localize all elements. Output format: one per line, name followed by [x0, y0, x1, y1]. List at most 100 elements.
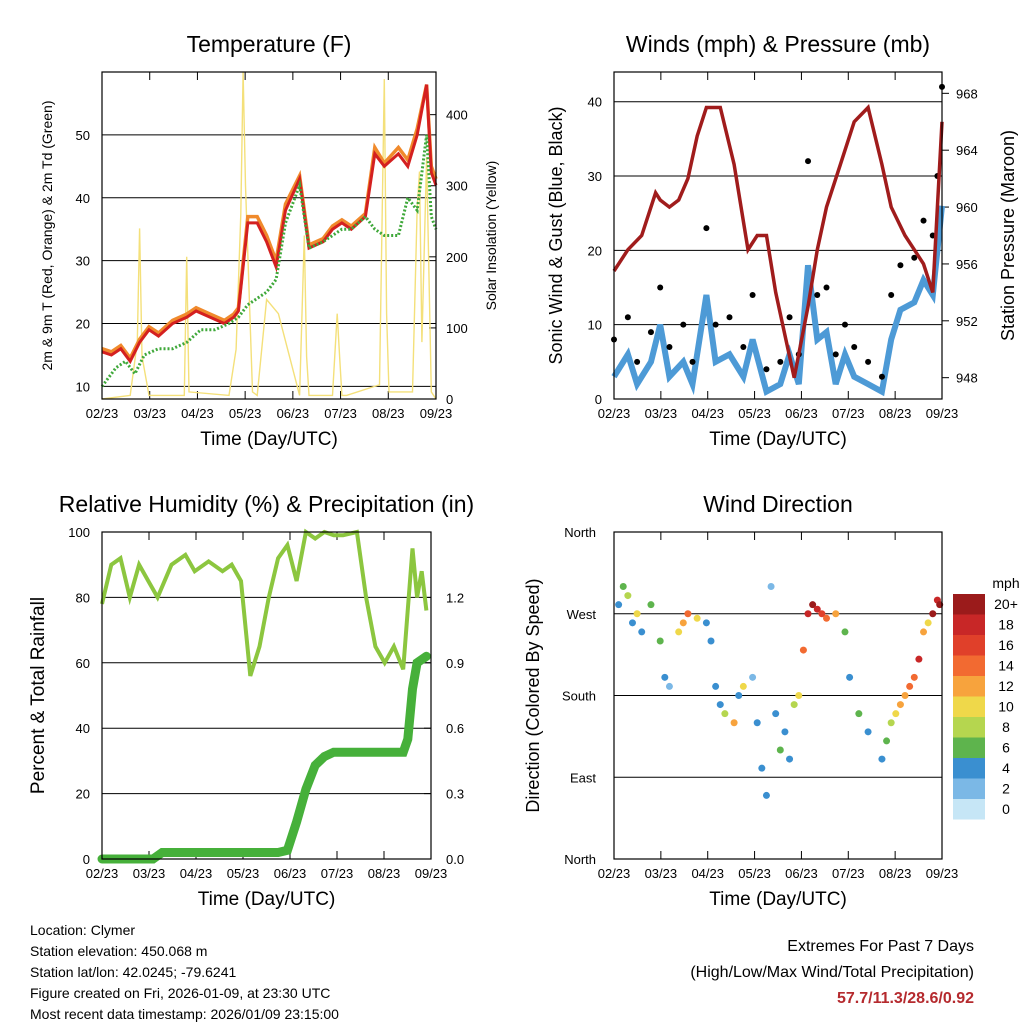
humidity-ytick-label: 20 [76, 787, 90, 802]
direction-point [786, 755, 794, 763]
direction-xtick-label: 03/23 [645, 866, 678, 881]
gust-point [823, 284, 830, 291]
relative-humidity-line [100, 528, 429, 677]
gust-point [763, 366, 770, 373]
temperature-y2tick-label: 0 [446, 392, 453, 407]
direction-point [864, 728, 872, 736]
legend-swatch [953, 696, 985, 717]
direction-point [679, 619, 687, 627]
created-text: Figure created on Fri, 2026-01-09, at 23… [30, 985, 331, 1001]
station-info: Location: Clymer Station elevation: 450.… [30, 920, 339, 1025]
direction-point [661, 673, 669, 681]
direction-xtick-label: 07/23 [832, 866, 865, 881]
legend-label: 0 [1002, 801, 1010, 817]
temperature-frame [101, 71, 437, 400]
direction-xtick-label: 02/23 [598, 866, 631, 881]
legend-label: 20+ [994, 596, 1018, 612]
direction-point [781, 728, 789, 736]
humidity-ytick-label: 100 [68, 525, 90, 540]
legend-label: 4 [1002, 760, 1010, 776]
humidity-y2tick-label: 1.2 [446, 590, 464, 605]
temperature-xtick-label: 07/23 [324, 406, 357, 421]
humidity-ytick-label: 0 [83, 852, 90, 867]
direction-point [730, 719, 738, 727]
humidity-xtick-label: 08/23 [368, 866, 401, 881]
legend-label: 8 [1002, 719, 1010, 735]
gust-point [888, 291, 895, 298]
humidity-ytick-label: 60 [76, 656, 90, 671]
direction-point [739, 682, 747, 690]
humidity-xtick-label: 06/23 [274, 866, 307, 881]
direction-point [647, 601, 655, 609]
direction-point [846, 673, 854, 681]
humidity-xtick-label: 02/23 [86, 866, 119, 881]
humidity-xtick-label: 05/23 [227, 866, 260, 881]
temperature-xlabel: Time (Day/UTC) [200, 429, 338, 450]
direction-chart: Wind Direction 02/23 03/23 04/23 05/23 06/23 0… [523, 491, 1020, 910]
direction-ytick-label: South [562, 689, 596, 704]
total-precip-line [97, 651, 431, 864]
gust-point [647, 329, 654, 336]
temperature-y2tick-label: 400 [446, 108, 468, 123]
gust-point [680, 321, 687, 328]
direction-point [910, 673, 918, 681]
direction-ytick-label: North [564, 525, 596, 540]
direction-point [702, 619, 710, 627]
winds-ytick-label: 20 [588, 243, 602, 258]
legend-title: mph [992, 575, 1019, 591]
temperature-title: Temperature (F) [187, 31, 352, 57]
direction-point [749, 673, 757, 681]
humidity-xlabel: Time (Day/UTC) [198, 889, 336, 910]
direction-point [628, 619, 636, 627]
gust-point [814, 291, 821, 298]
direction-point [915, 655, 923, 663]
direction-xtick-label: 04/23 [691, 866, 724, 881]
temperature-xtick-label: 06/23 [277, 406, 310, 421]
humidity-y2tick-label: 0.0 [446, 852, 464, 867]
humidity-ytick-label: 80 [76, 590, 90, 605]
direction-point [892, 710, 900, 718]
location-text: Location: Clymer [30, 922, 136, 938]
direction-point [684, 610, 692, 618]
direction-point [924, 619, 932, 627]
temperature-ytick-label: 10 [76, 379, 90, 394]
temperature-ytick-label: 50 [76, 128, 90, 143]
temperature-xtick-label: 04/23 [181, 406, 214, 421]
winds-chart: Winds (mph) & Pressure (mb) 02/23 03/23 04/… [546, 31, 1018, 450]
direction-point [758, 764, 766, 772]
direction-point [772, 710, 780, 718]
direction-point [906, 682, 914, 690]
direction-xtick-label: 05/23 [738, 866, 771, 881]
winds-xtick-label: 09/23 [926, 406, 959, 421]
legend-label: 2 [1002, 781, 1010, 797]
winds-y2label: Station Pressure (Maroon) [998, 130, 1018, 341]
direction-point [776, 746, 784, 754]
legend-label: 14 [998, 658, 1014, 674]
temperature-y2tick-label: 200 [446, 250, 468, 265]
direction-point [823, 614, 831, 622]
legend-swatch [953, 594, 985, 615]
temperature-ytick-label: 30 [76, 254, 90, 269]
extremes-values: 57.7/11.3/28.6/0.92 [836, 990, 974, 1007]
direction-point [929, 610, 937, 618]
winds-xtick-label: 03/23 [645, 406, 678, 421]
direction-point [693, 614, 701, 622]
gust-point [749, 291, 756, 298]
gust-point [726, 314, 733, 321]
temp-2m-line [101, 84, 438, 365]
direction-point [809, 601, 817, 609]
gust-point [703, 225, 710, 232]
dewpoint-2m-line [100, 134, 438, 388]
gust-point [624, 314, 631, 321]
latlon-text: Station lat/lon: 42.0245; -79.6241 [30, 964, 237, 980]
winds-y2tick-label: 948 [956, 371, 978, 386]
winds-xtick-label: 08/23 [879, 406, 912, 421]
direction-point [716, 701, 724, 709]
direction-point [656, 637, 664, 645]
winds-y2tick-label: 968 [956, 86, 978, 101]
direction-point [887, 719, 895, 727]
direction-ylabel: Direction (Colored By Speed) [523, 578, 543, 812]
direction-point [883, 737, 891, 745]
direction-point [841, 628, 849, 636]
direction-point [762, 791, 770, 799]
